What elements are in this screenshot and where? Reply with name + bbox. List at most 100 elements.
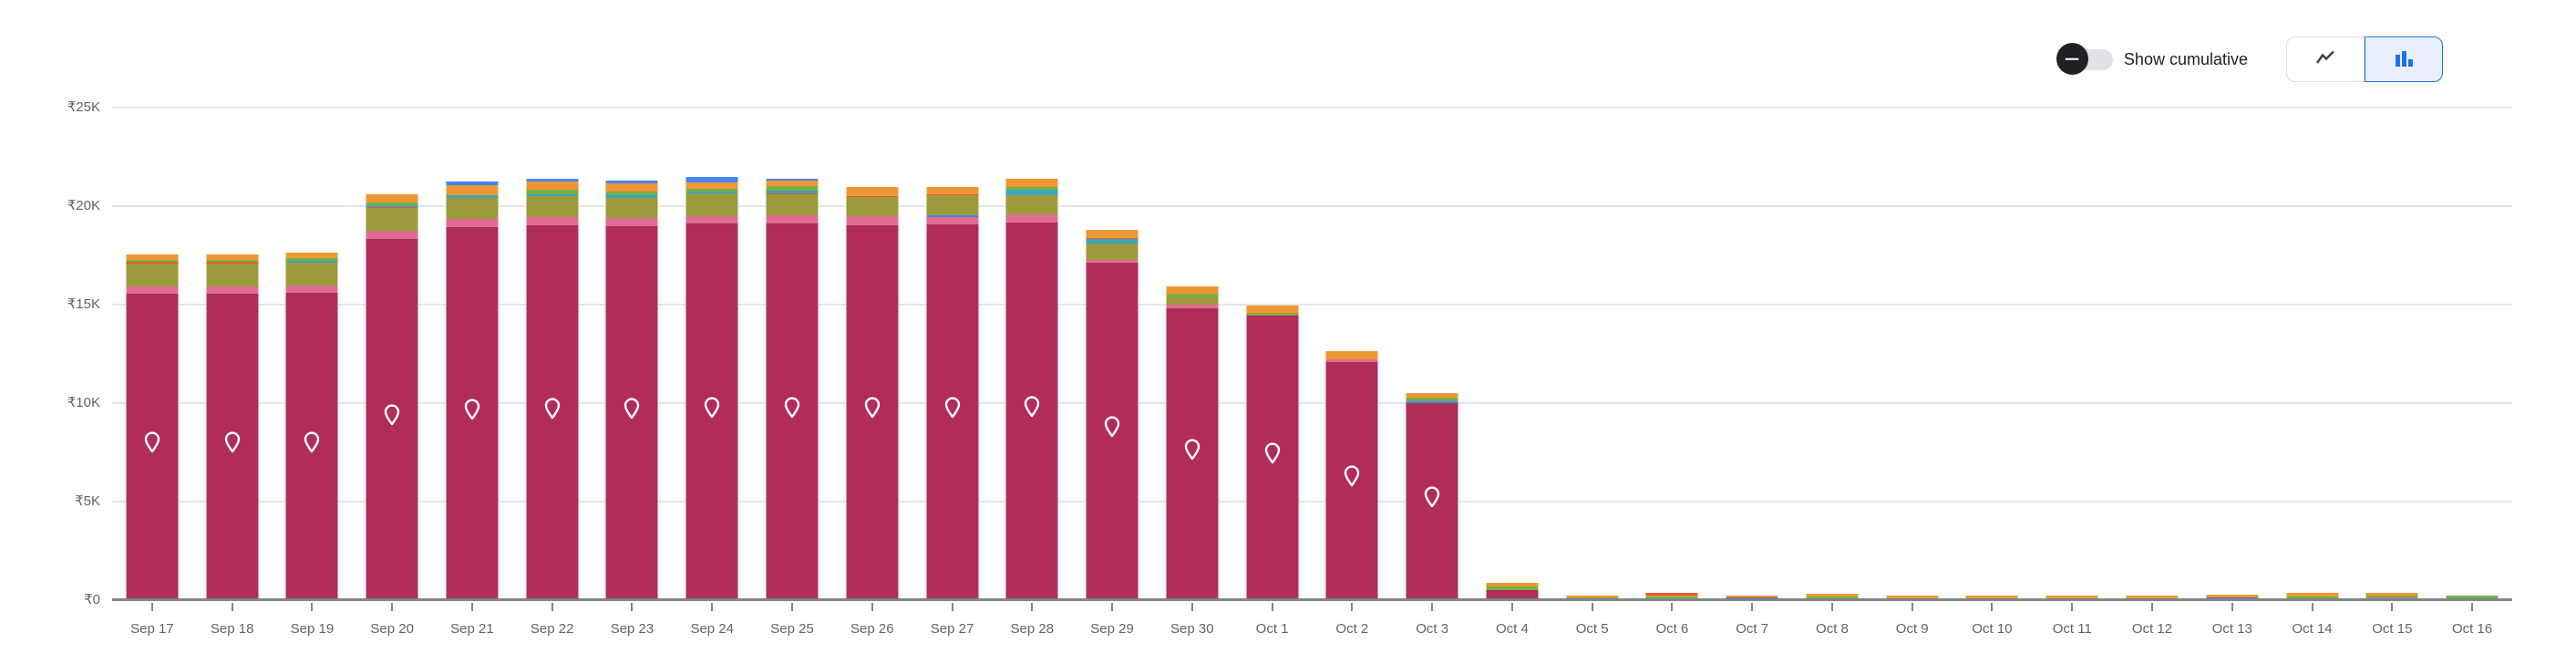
x-axis-label: Sep 20 — [370, 621, 414, 637]
show-cumulative-label: Show cumulative — [2123, 49, 2248, 68]
bar-segment-green — [1406, 398, 1458, 401]
y-axis-label: ₹20K — [67, 198, 100, 213]
bar-segment-green — [285, 258, 338, 262]
bar-oct-16[interactable] — [2446, 596, 2499, 600]
bar-segment-magenta — [1246, 315, 1299, 600]
bar-oct-12[interactable] — [2126, 596, 2179, 600]
x-axis-label: Sep 29 — [1090, 621, 1134, 637]
x-tick — [2391, 603, 2394, 611]
bar-segment-orange — [285, 253, 338, 259]
bar-column-oct-12: Oct 12 — [2112, 108, 2192, 637]
bar-column-sep-28: Sep 28 — [992, 108, 1072, 637]
bar-segment-green — [605, 192, 658, 196]
bar-column-sep-18: Sep 18 — [192, 108, 273, 637]
toggle-knob — [2056, 43, 2088, 75]
bar-segment-pink — [766, 214, 819, 224]
bar-sep-18[interactable] — [206, 254, 259, 600]
bar-segment-pink — [1005, 214, 1058, 223]
x-axis-label: Oct 2 — [1335, 621, 1369, 637]
bar-chart-button[interactable] — [2365, 36, 2443, 82]
bar-segment-deep_orange — [766, 192, 819, 195]
bar-segment-blue — [685, 177, 738, 183]
x-tick — [1031, 603, 1034, 611]
bar-sep-22[interactable] — [526, 178, 579, 600]
bar-sep-25[interactable] — [766, 178, 819, 600]
x-axis-label: Sep 27 — [930, 621, 974, 637]
bar-segment-green — [685, 189, 738, 192]
bar-sep-20[interactable] — [366, 193, 418, 600]
bar-segment-deep_orange — [1086, 237, 1139, 239]
bar-sep-26[interactable] — [846, 187, 899, 600]
bar-sep-19[interactable] — [285, 253, 338, 600]
bar-oct-11[interactable] — [2045, 596, 2098, 600]
x-axis-label: Sep 23 — [610, 621, 654, 637]
bar-segment-green — [526, 190, 579, 195]
bar-column-oct-2: Oct 2 — [1312, 108, 1392, 637]
bar-segment-pink — [846, 216, 899, 225]
bar-segment-green — [1486, 586, 1539, 590]
x-axis-label: Oct 1 — [1255, 621, 1289, 637]
show-cumulative-toggle[interactable] — [2056, 42, 2113, 77]
bar-segment-magenta — [685, 223, 738, 600]
bar-column-oct-13: Oct 13 — [2192, 108, 2272, 637]
bar-segment-blue — [526, 178, 579, 182]
bar-column-oct-7: Oct 7 — [1712, 108, 1792, 637]
x-tick — [2151, 603, 2154, 611]
y-axis-label: ₹0 — [84, 592, 100, 607]
bar-sep-29[interactable] — [1086, 229, 1139, 600]
bar-segment-magenta — [446, 227, 499, 600]
bar-segment-deep_orange — [926, 193, 979, 195]
bar-sep-23[interactable] — [605, 181, 658, 600]
bar-segment-orange — [1886, 596, 1939, 598]
bar-sep-30[interactable] — [1166, 285, 1219, 600]
bar-column-oct-9: Oct 9 — [1872, 108, 1953, 637]
bar-sep-17[interactable] — [126, 254, 179, 600]
chart-plot: Sep 17 Sep 18 Sep 19 Sep 20 Sep 21 Sep 22 Sep … — [112, 107, 2512, 637]
bar-sep-24[interactable] — [685, 177, 738, 600]
x-tick — [1271, 603, 1273, 611]
bar-column-oct-1: Oct 1 — [1232, 108, 1313, 637]
bar-segment-deep_orange — [1645, 593, 1698, 596]
bar-segment-magenta — [1166, 307, 1219, 600]
bar-oct-4[interactable] — [1486, 583, 1539, 600]
bar-sep-27[interactable] — [926, 186, 979, 600]
bar-segment-orange — [1325, 351, 1378, 360]
bar-segment-orange — [2126, 596, 2179, 600]
x-tick — [1510, 603, 1513, 611]
bar-sep-21[interactable] — [446, 182, 499, 600]
gridline — [112, 402, 2512, 404]
bar-segment-olive — [766, 194, 819, 215]
bar-column-oct-5: Oct 5 — [1552, 108, 1633, 637]
x-axis-label: Oct 12 — [2131, 621, 2173, 637]
bar-segment-pink — [366, 230, 418, 239]
bar-oct-2[interactable] — [1325, 351, 1378, 600]
bar-segment-magenta — [766, 223, 819, 600]
bar-segment-orange — [2365, 593, 2418, 596]
bar-column-oct-16: Oct 16 — [2432, 108, 2512, 637]
bar-segment-orange — [766, 181, 819, 187]
x-tick — [1111, 603, 1114, 611]
bar-segment-green — [366, 202, 418, 205]
bar-segment-blue — [766, 178, 819, 182]
bar-segment-olive — [285, 263, 338, 285]
x-axis-label: Sep 25 — [770, 621, 814, 637]
bar-sep-28[interactable] — [1005, 178, 1058, 600]
x-axis-label: Oct 16 — [2451, 621, 2493, 637]
y-axis-label: ₹10K — [67, 395, 100, 410]
y-axis-label: ₹5K — [75, 493, 100, 509]
bar-oct-1[interactable] — [1246, 305, 1299, 600]
x-axis-label: Sep 21 — [450, 621, 494, 637]
bar-segment-orange — [2206, 594, 2259, 598]
x-tick — [1830, 603, 1833, 611]
bar-oct-3[interactable] — [1406, 393, 1458, 600]
bar-segment-magenta — [366, 238, 418, 600]
bar-segment-magenta — [126, 293, 179, 600]
x-tick — [2071, 603, 2074, 611]
x-axis-label: Oct 13 — [2211, 621, 2252, 637]
bar-segment-green — [1005, 186, 1058, 190]
bar-column-sep-29: Sep 29 — [1072, 108, 1152, 637]
bar-segment-olive — [126, 264, 179, 286]
line-chart-button[interactable] — [2286, 36, 2365, 82]
bar-segment-orange — [366, 193, 418, 202]
bar-segment-pink — [1166, 305, 1219, 308]
